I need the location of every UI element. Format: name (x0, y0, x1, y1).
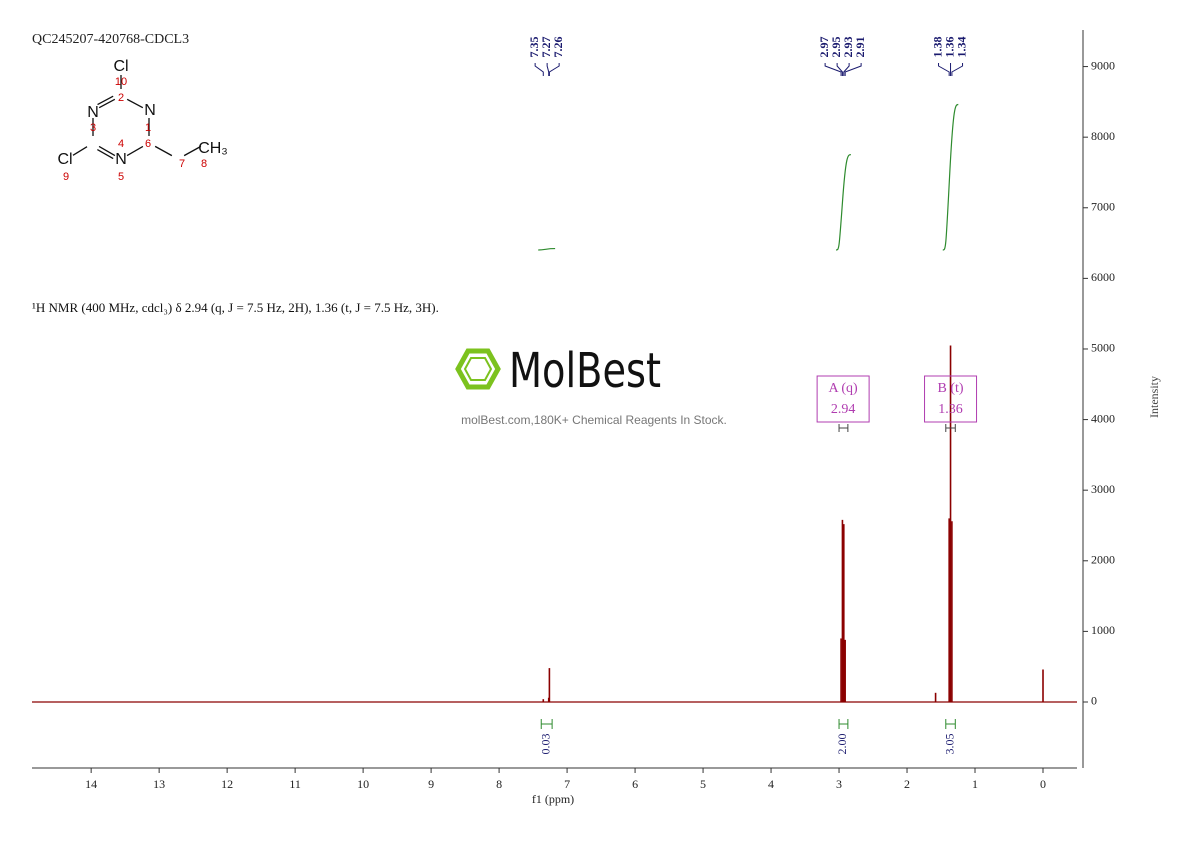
atom-number: 2 (118, 92, 124, 104)
x-tick-label: 2 (904, 777, 910, 791)
y-tick-label: 2000 (1091, 553, 1115, 567)
integral-curve (835, 154, 851, 251)
y-tick-label: 5000 (1091, 341, 1115, 355)
multiplet-range (838, 424, 849, 432)
bond (154, 145, 173, 157)
atom-number: 5 (118, 171, 124, 183)
atom-number: 1 (145, 122, 151, 134)
integral-label: 3.05 (942, 734, 956, 755)
y-tick-label: 0 (1091, 694, 1097, 708)
watermark-logo-icon (455, 348, 501, 390)
description: ¹H NMR (400 MHz, cdcl₃) δ 2.94 (q, J = 7… (32, 300, 439, 315)
atom-label: CH₃ (198, 140, 228, 157)
atom-number: 10 (115, 76, 127, 88)
x-tick-label: 6 (632, 777, 638, 791)
multiplet-shift: 2.94 (831, 402, 856, 417)
atom-number: 3 (90, 122, 96, 134)
peak-label-leader (843, 63, 850, 76)
atom-number: 4 (118, 138, 124, 150)
x-tick-label: 5 (700, 777, 706, 791)
peak-label: 2.91 (853, 37, 867, 58)
peak-label: 7.27 (539, 37, 553, 58)
atom-label: N (144, 102, 156, 119)
bond (97, 148, 114, 160)
atom-number: 8 (201, 158, 207, 170)
watermark-text: molBest.com,180K+ Chemical Reagents In S… (461, 413, 727, 427)
peak-label: 7.26 (551, 37, 565, 58)
peak-label: 2.95 (829, 37, 843, 58)
x-tick-label: 1 (972, 777, 978, 791)
y-tick-label: 4000 (1091, 411, 1115, 425)
integral-curve (538, 247, 556, 251)
atom-number: 6 (145, 138, 151, 150)
multiplet-box (924, 375, 978, 423)
bond (72, 146, 88, 156)
y-axis-label: Intensity (1147, 376, 1161, 418)
multiplet-box (816, 375, 870, 423)
atom-label: N (87, 104, 99, 121)
chart-title: QC245207-420768-CDCL3 (32, 32, 189, 47)
integral-range (838, 719, 849, 729)
y-tick-label: 3000 (1091, 482, 1115, 496)
atom-label: Cl (113, 58, 128, 75)
bond (126, 98, 144, 109)
x-tick-label: 0 (1040, 777, 1046, 791)
peak-label: 1.36 (942, 37, 956, 58)
peak-label-leader (951, 63, 964, 76)
peak-label: 2.93 (841, 37, 855, 58)
x-tick-label: 9 (428, 777, 434, 791)
x-tick-label: 14 (85, 777, 97, 791)
integral-curve (942, 103, 959, 251)
bond (126, 145, 144, 157)
x-tick-label: 8 (496, 777, 502, 791)
x-tick-label: 12 (221, 777, 233, 791)
peak-label: 1.34 (954, 37, 968, 58)
multiplet-label: A (q) (829, 381, 859, 396)
bond (97, 95, 114, 106)
peak-label-leader (938, 63, 950, 76)
peak-label-leader (548, 63, 560, 76)
integral-range (540, 719, 553, 729)
atom-number: 9 (63, 171, 69, 183)
y-tick-label: 6000 (1091, 270, 1115, 284)
bond (183, 145, 202, 157)
peak-label: 7.35 (527, 37, 541, 58)
integral-label: 2.00 (835, 734, 849, 755)
x-axis-label: f1 (ppm) (532, 792, 574, 806)
y-tick-label: 8000 (1091, 129, 1115, 143)
peak-label: 1.38 (930, 37, 944, 58)
x-tick-label: 11 (289, 777, 301, 791)
x-tick-label: 4 (768, 777, 774, 791)
y-tick-label: 1000 (1091, 623, 1115, 637)
y-tick-label: 9000 (1091, 58, 1115, 72)
watermark-logo: MolBest (509, 343, 661, 399)
multiplet-label: B (t) (938, 381, 964, 396)
atom-label: N (115, 151, 127, 168)
integral-label: 0.03 (538, 734, 552, 755)
multiplet-shift: 1.36 (938, 402, 963, 417)
peak-label: 2.97 (817, 37, 831, 58)
multiplet-range (945, 424, 956, 432)
x-tick-label: 13 (153, 777, 165, 791)
peak-label-leader (824, 63, 842, 76)
peak-label-leader (534, 63, 544, 76)
x-tick-label: 3 (836, 777, 842, 791)
bond (98, 98, 116, 109)
x-tick-label: 10 (357, 777, 369, 791)
x-tick-label: 7 (564, 777, 570, 791)
atom-label: Cl (57, 151, 72, 168)
integral-range (945, 719, 956, 729)
y-tick-label: 7000 (1091, 200, 1115, 214)
atom-number: 7 (179, 158, 185, 170)
peak-label-leader (844, 63, 862, 76)
peak-label-leader (546, 63, 550, 76)
peak-label-leader (836, 63, 843, 76)
bond (98, 145, 116, 157)
